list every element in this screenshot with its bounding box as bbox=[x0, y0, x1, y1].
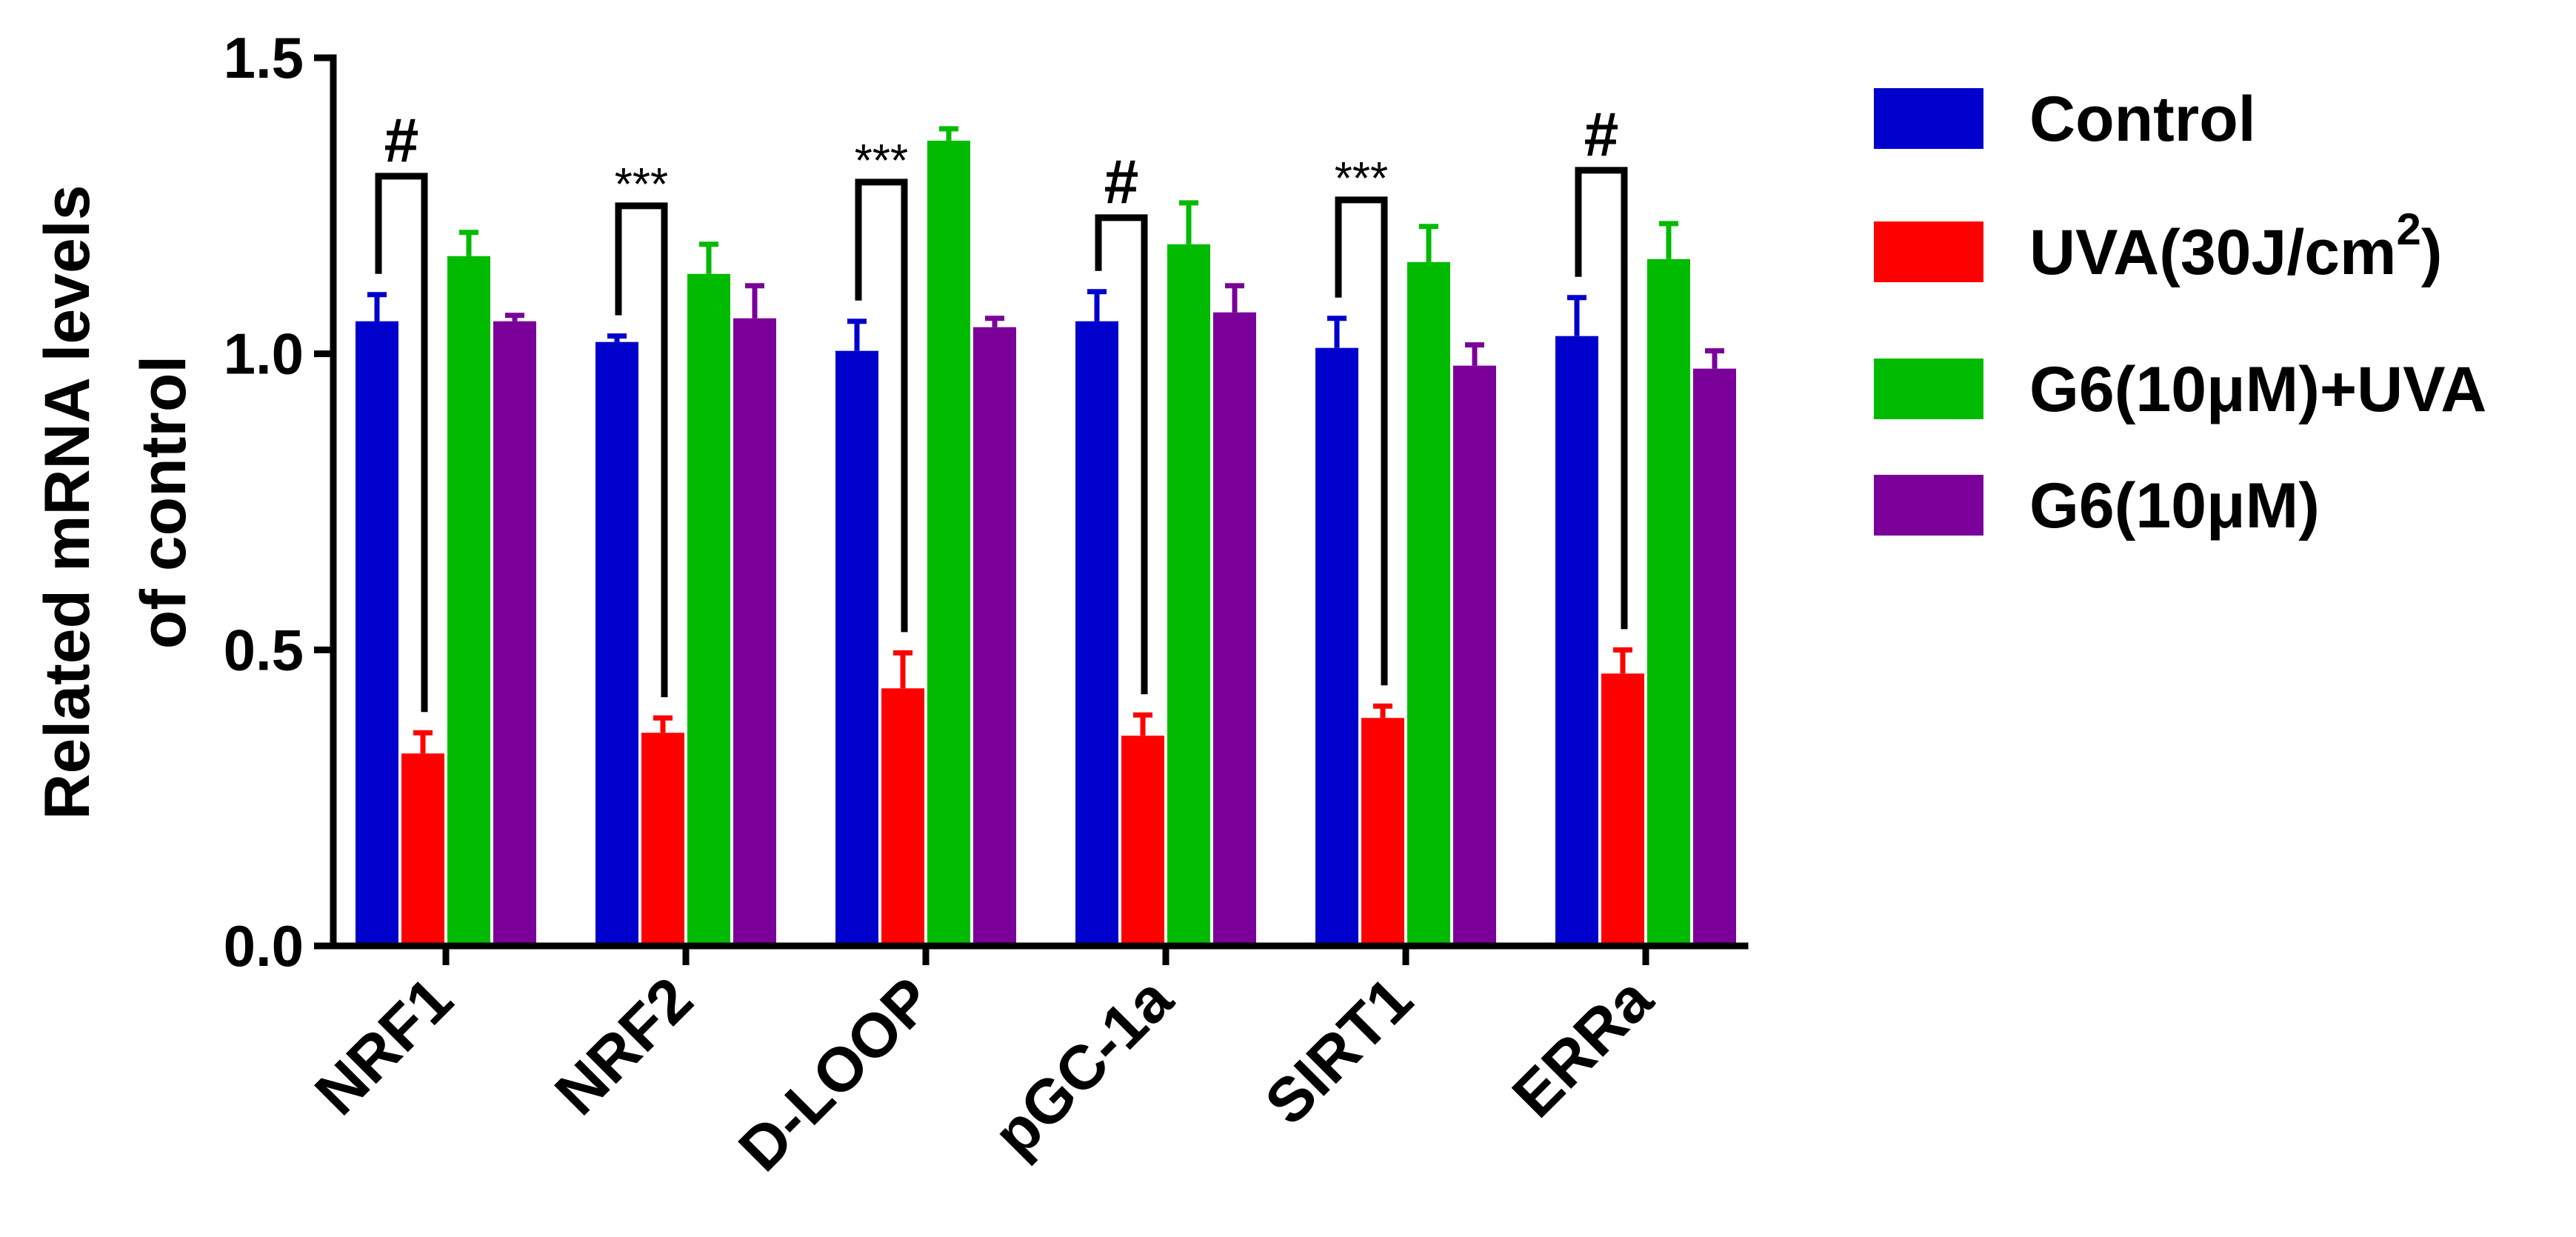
bar-3-0 bbox=[493, 321, 536, 946]
bar-0-5 bbox=[1555, 336, 1598, 947]
legend: Control UVA(30J/cm2) G6(10μM)+UVA G6(10μM) bbox=[1874, 84, 2486, 541]
y-axis-title-line-2: of control bbox=[128, 356, 199, 650]
significance-label-5: # bbox=[1584, 99, 1619, 169]
bar-2-4 bbox=[1407, 261, 1450, 946]
bar-0-2 bbox=[835, 350, 878, 946]
bar-3-1 bbox=[733, 318, 776, 946]
bar-0-4 bbox=[1315, 347, 1358, 946]
bar-2-5 bbox=[1647, 259, 1690, 947]
bar-3-5 bbox=[1693, 368, 1736, 946]
bar-1-0 bbox=[401, 753, 444, 946]
bar-3-2 bbox=[973, 327, 1016, 946]
bar-3-3 bbox=[1213, 312, 1256, 946]
bar-1-3 bbox=[1121, 736, 1164, 946]
legend-swatch-0 bbox=[1874, 88, 1983, 149]
y-tick-label-0: 0.0 bbox=[224, 913, 304, 978]
significance-bracket-0 bbox=[375, 173, 428, 713]
error-bars-group bbox=[367, 126, 1724, 754]
legend-label-text-2: G6(10μM)+UVA bbox=[2029, 354, 2486, 425]
bar-2-0 bbox=[447, 256, 490, 946]
significance-label-4: *** bbox=[1335, 153, 1388, 204]
legend-swatch-1 bbox=[1874, 221, 1983, 282]
bar-1-1 bbox=[641, 733, 684, 946]
x-tick-label-0: NRF1 bbox=[301, 964, 466, 1128]
significance-label-0: # bbox=[384, 105, 419, 175]
significance-label-2: *** bbox=[855, 136, 908, 187]
y-tick-label-3: 1.5 bbox=[224, 25, 304, 90]
bar-0-0 bbox=[356, 321, 398, 946]
x-tick-label-1: NRF2 bbox=[541, 964, 706, 1128]
legend-label-text-0: Control bbox=[2029, 84, 2256, 155]
x-tick-label-4: SIRT1 bbox=[1252, 964, 1426, 1138]
bar-1-5 bbox=[1601, 673, 1644, 946]
bar-2-1 bbox=[687, 273, 730, 946]
legend-swatch-2 bbox=[1874, 359, 1983, 419]
x-tick-label-2: D-LOOP bbox=[725, 964, 945, 1184]
y-axis-title-line-1: Related mRNA levels bbox=[32, 184, 103, 819]
significance-label-3: # bbox=[1104, 147, 1139, 216]
bar-2-2 bbox=[927, 140, 970, 947]
bar-1-4 bbox=[1361, 718, 1404, 946]
legend-label-text-1: UVA(30J/cm bbox=[2029, 217, 2397, 288]
y-tick-label-2: 1.0 bbox=[224, 321, 304, 387]
legend-label-0: Control bbox=[2029, 84, 2256, 155]
significance-bracket-5 bbox=[1575, 167, 1628, 630]
legend-swatch-3 bbox=[1874, 475, 1983, 536]
bar-3-4 bbox=[1453, 365, 1496, 946]
y-tick-label-1: 0.5 bbox=[224, 617, 304, 682]
bar-1-2 bbox=[881, 688, 924, 946]
significance-bracket-3 bbox=[1095, 214, 1148, 695]
significance-annotations: # *** *** # *** # bbox=[375, 99, 1628, 713]
legend-label-3: G6(10μM) bbox=[2029, 470, 2320, 541]
legend-label-1: UVA(30J/cm2) bbox=[2029, 204, 2443, 288]
bar-2-3 bbox=[1167, 244, 1210, 946]
bars-group bbox=[356, 140, 1736, 947]
legend-label-text-3: G6(10μM) bbox=[2029, 470, 2320, 541]
legend-label-suffix-1: ) bbox=[2421, 217, 2443, 288]
x-tick-label-3: pGC-1a bbox=[980, 963, 1187, 1170]
legend-label-superscript-1: 2 bbox=[2397, 204, 2421, 254]
significance-bracket-2 bbox=[855, 179, 908, 633]
bar-0-3 bbox=[1075, 321, 1118, 946]
bar-0-1 bbox=[595, 341, 638, 946]
legend-label-2: G6(10μM)+UVA bbox=[2029, 354, 2486, 425]
x-tick-label-5: ERRa bbox=[1499, 963, 1666, 1130]
significance-label-1: *** bbox=[615, 159, 668, 210]
significance-bracket-4 bbox=[1335, 196, 1388, 686]
y-axis-label: Related mRNA levels of control bbox=[32, 184, 199, 819]
significance-bracket-1 bbox=[615, 202, 668, 698]
